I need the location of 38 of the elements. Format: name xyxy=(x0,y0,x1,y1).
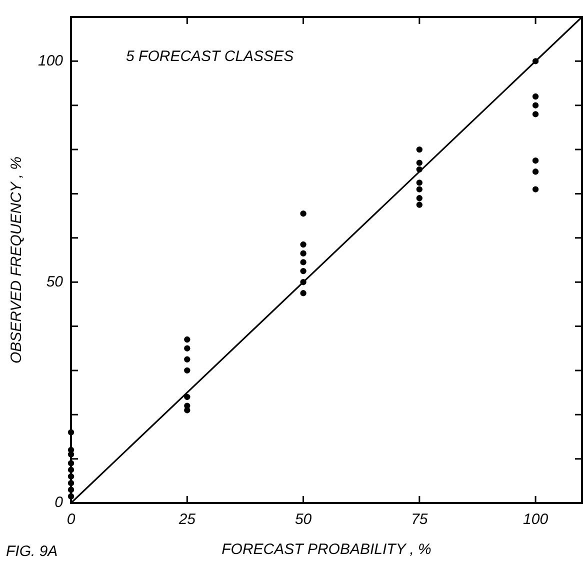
point xyxy=(416,146,423,153)
point xyxy=(300,290,306,296)
point xyxy=(300,250,306,256)
text: 5 FORECAST CLASSES xyxy=(126,48,294,66)
point xyxy=(184,356,190,363)
y-axis-title: OBSERVED FREQUENCY , % xyxy=(8,156,26,364)
point xyxy=(184,394,190,400)
point xyxy=(416,195,423,202)
point xyxy=(532,157,539,164)
point xyxy=(300,259,306,266)
x-tick-label: 25 xyxy=(178,511,196,528)
point xyxy=(300,241,306,248)
y-tick-label: 100 xyxy=(38,52,64,70)
point xyxy=(184,345,190,352)
point xyxy=(300,278,306,286)
point xyxy=(184,367,190,374)
point xyxy=(416,180,423,186)
point xyxy=(532,168,539,175)
x-tick-label: 100 xyxy=(523,511,549,528)
point xyxy=(416,160,423,166)
point xyxy=(532,102,539,108)
point xyxy=(532,58,539,64)
point xyxy=(532,93,539,100)
x-axis-title: FORECAST PROBABILITY , % xyxy=(222,541,432,558)
point xyxy=(532,111,539,118)
point xyxy=(416,202,423,208)
point xyxy=(184,336,190,343)
point xyxy=(416,186,423,192)
x-tick-label: 50 xyxy=(294,511,312,528)
caption: FIG. 9A xyxy=(6,543,58,560)
point xyxy=(416,166,423,173)
x-tick-label: 0 xyxy=(66,511,76,528)
point xyxy=(300,268,306,274)
point xyxy=(300,210,306,217)
y-tick-label: 50 xyxy=(46,273,64,290)
point xyxy=(532,186,539,192)
y-tick-label: 0 xyxy=(54,494,64,512)
x-tick-label: 75 xyxy=(411,511,428,528)
